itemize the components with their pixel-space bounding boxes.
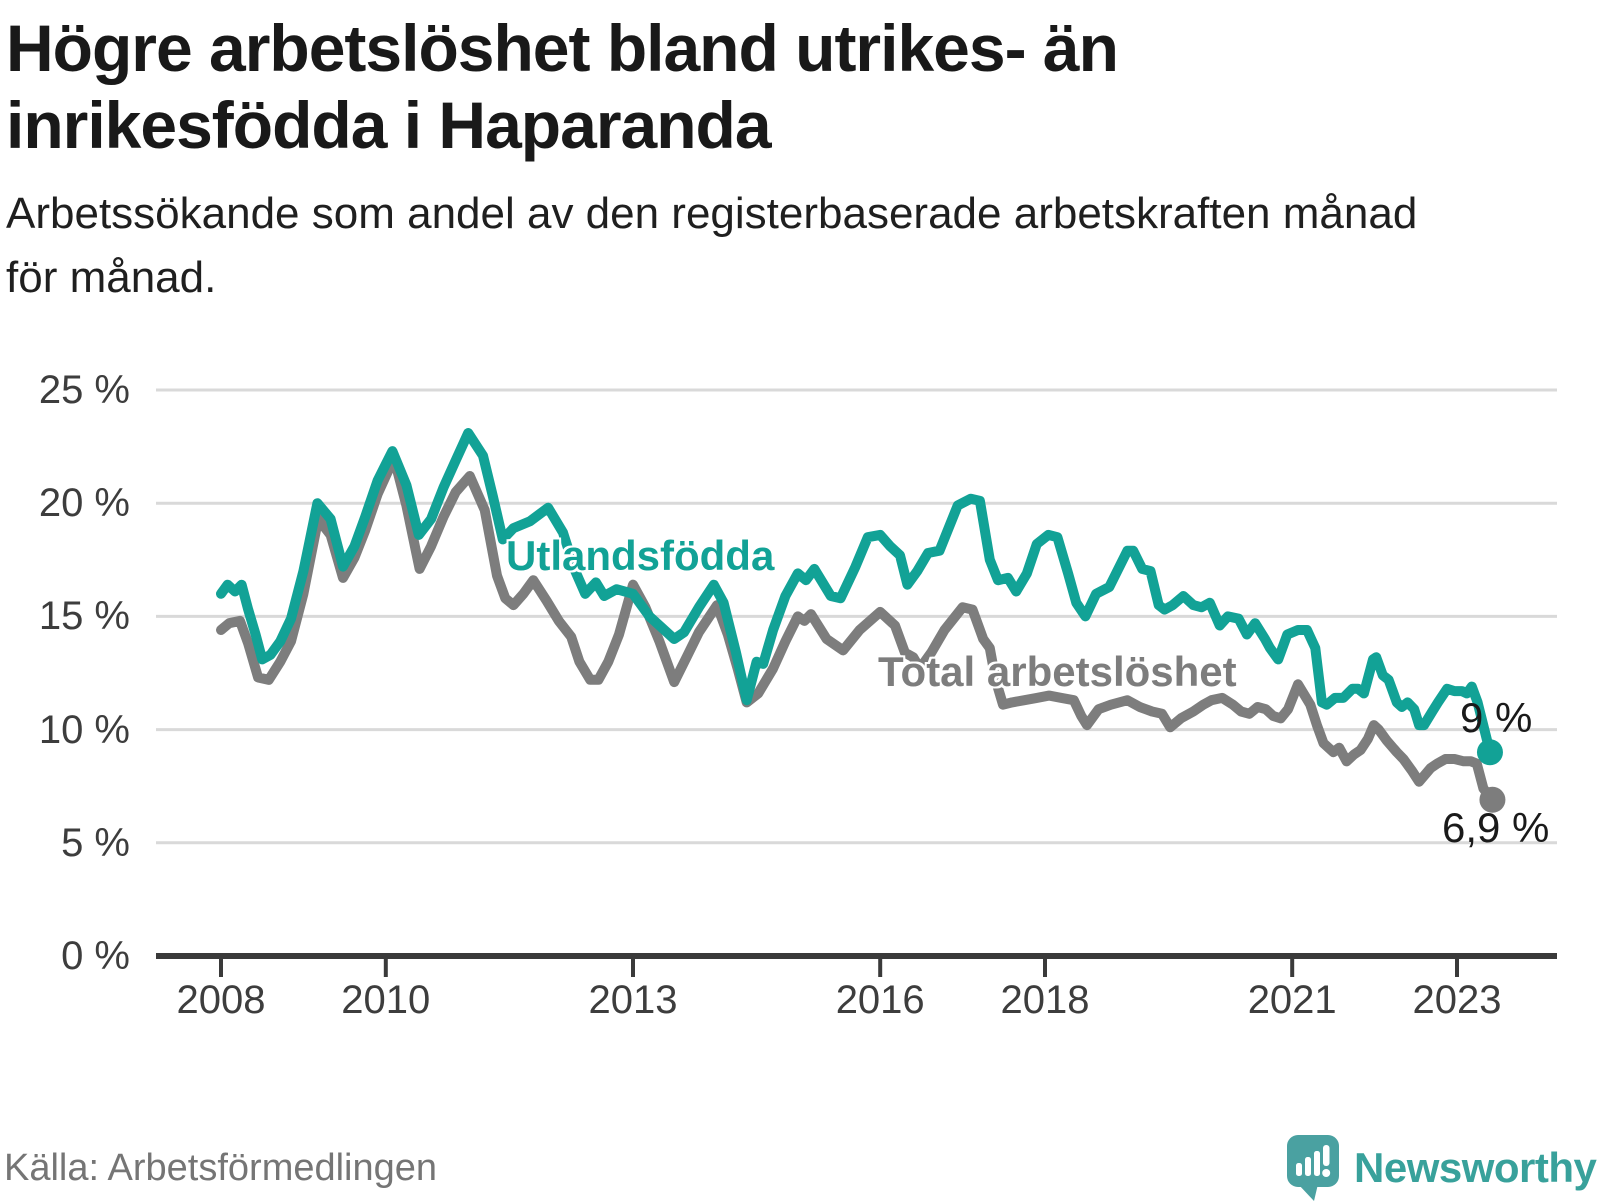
- logo-bubble: [1287, 1135, 1339, 1187]
- x-tick-label-2023: 2023: [1412, 978, 1502, 1022]
- x-tick-label-2016: 2016: [835, 978, 925, 1022]
- page-title: Högre arbetslöshet bland utrikes- än inr…: [6, 10, 1586, 163]
- chart-subtitle: Arbetssökande som andel av den registerb…: [6, 182, 1586, 310]
- x-tick-label-2008: 2008: [176, 978, 266, 1022]
- logo-bar-3: [1314, 1151, 1320, 1176]
- y-tick-label-5: 5 %: [61, 820, 130, 865]
- chart-subtitle-line-1: Arbetssökande som andel av den registerb…: [6, 189, 1418, 238]
- logo-bar-2: [1305, 1157, 1311, 1176]
- x-tick-label-2013: 2013: [588, 978, 678, 1022]
- series-label-utlandsfodda: Utlandsfödda: [506, 532, 775, 579]
- logo-bubble-tail: [1298, 1184, 1318, 1201]
- y-tick-label-15: 15 %: [38, 594, 130, 639]
- y-tick-label-20: 20 %: [38, 481, 130, 526]
- newsworthy-logo: Newsworthy: [1286, 1134, 1597, 1202]
- page-title-line-2: inrikesfödda i Haparanda: [6, 87, 772, 162]
- end-dot-total-arbetsl-shet: [1479, 786, 1506, 813]
- logo-exclamation-dot: [1322, 1169, 1331, 1177]
- x-tick-label-2010: 2010: [341, 978, 431, 1022]
- y-tick-label-10: 10 %: [38, 707, 130, 752]
- logo-exclamation-bar: [1323, 1145, 1330, 1166]
- source-attribution: Källa: Arbetsförmedlingen: [4, 1147, 438, 1189]
- series-line-utlandsf-dda: [216, 428, 1495, 758]
- chart-subtitle-line-2: för månad.: [6, 252, 217, 302]
- x-tick-label-2018: 2018: [1000, 978, 1090, 1022]
- newsworthy-logo-icon: [1287, 1135, 1339, 1201]
- series-line-total-arbetsl-shet: [216, 452, 1498, 805]
- end-value-label-utlandsfodda: 9 %: [1460, 694, 1533, 741]
- series-label-total-arbetsloshet: Total arbetslöshet: [878, 648, 1237, 695]
- logo-bar-1: [1296, 1163, 1302, 1176]
- end-dot-utlandsf-dda: [1476, 739, 1503, 766]
- newsworthy-logo-text: Newsworthy: [1354, 1144, 1597, 1191]
- page-title-line-1: Högre arbetslöshet bland utrikes- än: [6, 11, 1119, 85]
- end-value-label-total: 6,9 %: [1442, 804, 1550, 851]
- y-tick-label-0: 0 %: [61, 934, 130, 978]
- x-tick-label-2021: 2021: [1247, 978, 1337, 1022]
- y-tick-label-25: 25 %: [38, 368, 130, 412]
